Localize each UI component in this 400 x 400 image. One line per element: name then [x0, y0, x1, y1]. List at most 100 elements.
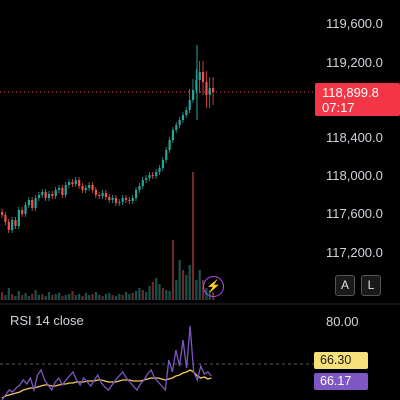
candle-body	[17, 210, 20, 226]
volume-bar	[88, 295, 91, 300]
candle-body	[202, 72, 205, 82]
candle-body	[14, 220, 17, 226]
volume-bar	[145, 292, 148, 300]
candle-body	[11, 220, 14, 230]
price-tick-label: 117,600.0	[326, 206, 383, 221]
volume-bar	[161, 288, 164, 300]
candle-body	[111, 198, 114, 200]
candle-body	[57, 188, 61, 190]
candle-body	[195, 80, 198, 90]
volume-bar	[185, 275, 188, 300]
candle-body	[94, 190, 97, 195]
candle-body	[44, 192, 47, 198]
price-tick-label: 117,200.0	[326, 245, 383, 260]
candle-body	[161, 160, 164, 168]
current-price-badge: 118,899.8 07:17	[315, 83, 400, 116]
candle-body	[54, 190, 57, 196]
volume-bar	[68, 294, 71, 300]
volume-bar	[41, 294, 44, 300]
volume-bar	[128, 294, 131, 300]
volume-bar	[14, 296, 17, 300]
candle-body	[47, 194, 51, 198]
price-tick-label: 118,400.0	[326, 130, 383, 145]
volume-bar	[165, 290, 168, 300]
current-price-value: 118,899.8	[322, 85, 379, 100]
candle-body	[151, 175, 154, 176]
volume-bar	[34, 290, 37, 300]
price-tick-label: 118,000.0	[326, 168, 383, 183]
candle-body	[124, 198, 128, 200]
volume-bar	[131, 293, 134, 300]
candle-body	[7, 222, 10, 230]
candle-body	[64, 185, 67, 195]
volume-bar	[31, 294, 34, 300]
volume-bar	[27, 296, 30, 300]
candle-body	[98, 195, 101, 196]
candle-body	[165, 150, 168, 160]
candle-body	[188, 100, 191, 110]
candle-body	[81, 186, 84, 190]
volume-bar	[188, 265, 191, 300]
candle-body	[1, 212, 4, 215]
volume-bar	[181, 270, 185, 300]
volume-bar	[195, 280, 198, 300]
volume-bar	[104, 294, 108, 300]
candle-body	[148, 175, 151, 178]
candlesticks	[1, 45, 215, 233]
volume-bar	[21, 295, 24, 300]
candle-body	[101, 193, 104, 196]
candle-body	[114, 198, 118, 203]
volume-bar	[17, 291, 20, 300]
candle-body	[91, 185, 94, 190]
candle-body	[104, 193, 108, 197]
volume-bar	[101, 296, 104, 300]
candle-body	[205, 82, 208, 95]
volume-bar	[81, 296, 84, 300]
volume-bar	[148, 286, 151, 300]
volume-bar	[124, 292, 128, 300]
volume-bars	[1, 172, 215, 300]
candle-body	[131, 198, 134, 201]
candle-body	[178, 120, 181, 125]
lightning-bolt-icon[interactable]: ⚡	[203, 276, 224, 297]
candle-body	[138, 186, 141, 190]
candle-body	[21, 210, 24, 214]
log-scale-button[interactable]: L	[361, 275, 381, 296]
auto-scale-button[interactable]: A	[335, 275, 355, 296]
volume-bar	[135, 291, 138, 300]
candle-body	[78, 180, 81, 186]
volume-bar	[178, 260, 181, 300]
candle-body	[175, 125, 178, 130]
volume-bar	[121, 295, 124, 300]
candle-body	[61, 188, 64, 195]
volume-bar	[151, 282, 154, 300]
volume-bar	[4, 295, 7, 300]
volume-bar	[108, 293, 111, 300]
volume-bar	[24, 293, 27, 300]
candle-body	[135, 190, 138, 198]
rsi-upper-level-label: 80.00	[326, 314, 359, 329]
volume-bar	[78, 294, 81, 300]
candle-body	[155, 172, 158, 176]
candle-body	[212, 88, 215, 92]
rsi-value-badge: 66.17	[314, 373, 368, 390]
volume-bar	[11, 294, 14, 300]
candle-body	[51, 194, 54, 196]
candle-body	[118, 202, 121, 203]
price-tick-label: 119,200.0	[326, 55, 383, 70]
candle-body	[37, 195, 41, 198]
candle-body	[74, 180, 77, 184]
volume-bar	[171, 240, 175, 300]
candle-body	[171, 130, 175, 140]
rsi-indicator-title[interactable]: RSI 14 close	[10, 313, 84, 328]
candle-body	[208, 88, 211, 95]
volume-bar	[91, 294, 94, 300]
candle-body	[158, 168, 161, 172]
volume-bar	[64, 295, 67, 300]
rsi-ma-value-badge: 66.30	[314, 352, 368, 369]
volume-bar	[7, 288, 10, 300]
volume-bar	[74, 295, 77, 300]
volume-bar	[98, 295, 101, 300]
candle-body	[24, 205, 27, 214]
